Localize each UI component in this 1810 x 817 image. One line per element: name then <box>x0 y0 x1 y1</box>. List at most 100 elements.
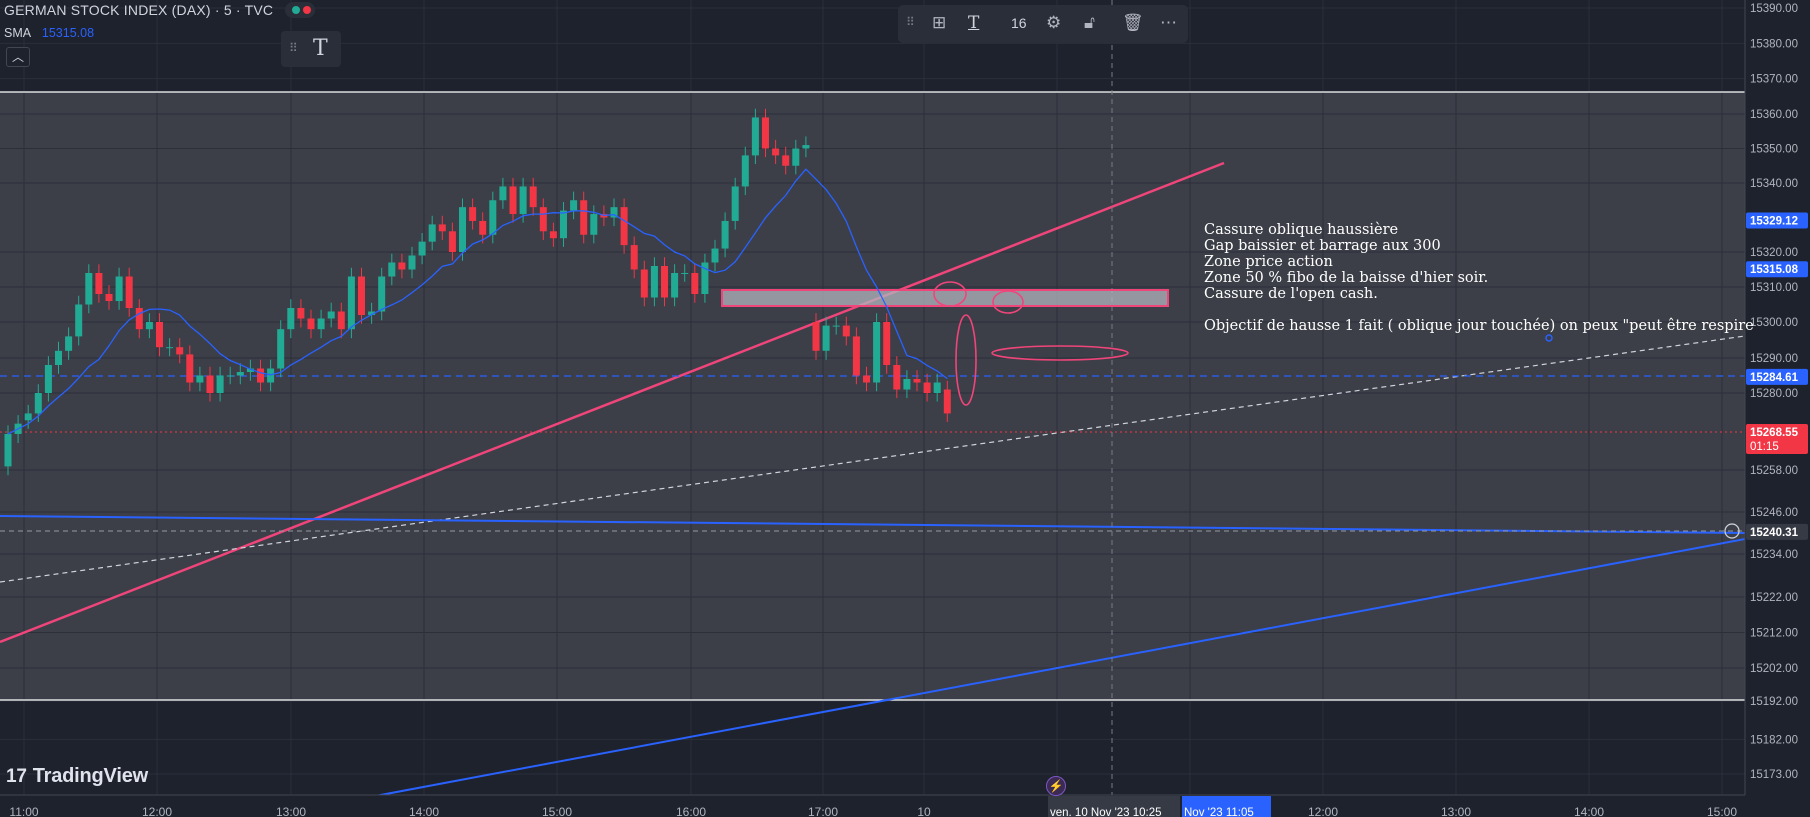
time-axis[interactable]: 11:00 12:00 13:00 14:00 15:00 16:00 17:00 10 12:… <box>0 794 1745 817</box>
time-tick-label: 12:00 <box>1308 805 1338 817</box>
price-tick-label: 15290.00 <box>1750 353 1798 365</box>
candle-body <box>246 368 254 372</box>
candle-body <box>731 186 739 221</box>
candle-body <box>630 245 638 270</box>
time-tick-label: 15:00 <box>1707 805 1737 817</box>
price-tick-label: 15182.00 <box>1750 734 1798 746</box>
time-tick-label: 10 <box>917 805 931 817</box>
candle-body <box>620 207 628 246</box>
time-tick-label: 13:00 <box>1441 805 1471 817</box>
candle-body <box>549 231 557 239</box>
range-time-bg <box>1182 796 1271 817</box>
price-tick-label: 15360.00 <box>1750 109 1798 121</box>
candle-body <box>822 325 830 351</box>
candle-body <box>438 224 446 232</box>
price-tick-label: 15370.00 <box>1750 74 1798 86</box>
candle-body <box>4 433 12 467</box>
price-tick-label: 15212.00 <box>1750 628 1798 640</box>
add-alert-icon[interactable] <box>1724 523 1740 539</box>
trash-icon[interactable]: 🗑︎ <box>1122 13 1144 32</box>
candle-body <box>721 220 729 249</box>
candle-body <box>701 262 709 294</box>
symbol-title[interactable]: GERMAN STOCK INDEX (DAX) · 5 · TVC <box>4 2 274 18</box>
candle-body <box>277 329 285 369</box>
resistance-zone <box>721 289 1169 307</box>
candle-body <box>216 375 224 393</box>
annotation-line: Gap baissier et barrage aux 300 <box>1204 238 1441 254</box>
price-tick-label: 15192.00 <box>1750 696 1798 708</box>
price-tick-label: 15258.00 <box>1750 465 1798 477</box>
candle-body <box>418 241 426 256</box>
anchor-point-icon[interactable] <box>1545 334 1553 342</box>
time-tick-label: 11:00 <box>9 805 38 817</box>
candle-body <box>347 276 355 330</box>
annotation-line: Zone 50 % fibo de la baisse d'hier soir. <box>1204 270 1489 286</box>
candle-body <box>751 117 759 156</box>
market-status-icon[interactable] <box>285 2 316 19</box>
candle-body <box>358 276 365 315</box>
text-tool-floating[interactable]: ⠿ T <box>281 31 341 67</box>
candle-body <box>691 273 699 294</box>
text-color-icon[interactable]: T <box>968 13 980 33</box>
drag-handle-icon[interactable]: ⠿ <box>906 15 915 29</box>
candle-body <box>469 207 477 221</box>
drag-handle-icon[interactable]: ⠿ <box>289 41 298 55</box>
candle-body <box>459 207 466 252</box>
text-annotation[interactable]: Cassure oblique haussière Gap baissier et… <box>1204 222 1754 334</box>
candle-body <box>105 294 113 301</box>
price-tick-label: 15173.00 <box>1750 769 1798 781</box>
time-tick-label: 15:00 <box>542 805 572 817</box>
price-axis-bg <box>1745 0 1810 817</box>
candle-body <box>509 186 517 215</box>
sma-legend[interactable]: SMA 15315.08 <box>4 26 94 40</box>
template-icon[interactable]: ⊞ <box>932 13 947 32</box>
candle-body <box>135 308 143 330</box>
candle-body <box>580 200 588 235</box>
candle-body <box>772 148 780 156</box>
candle-body <box>267 368 275 383</box>
price-badge-label: 15315.08 <box>1750 264 1799 276</box>
candle-body <box>368 311 376 315</box>
settings-icon[interactable]: ⚙ <box>1046 13 1062 32</box>
time-tick-label: 14:00 <box>1574 805 1604 817</box>
candle-body <box>378 276 386 312</box>
candle-body <box>448 231 456 252</box>
price-tick-label: 15390.00 <box>1750 3 1798 15</box>
collapse-legend-button[interactable]: ︿ <box>6 47 30 67</box>
more-icon[interactable]: ⋯ <box>1160 13 1177 32</box>
drawing-toolbar: ⠿ ⊞ T 16 ⚙ 🔓︎ 🗑︎ ⋯ <box>898 5 1188 43</box>
price-badge-label: 15329.12 <box>1750 216 1798 228</box>
price-badge-bg <box>1746 212 1808 229</box>
flash-icon[interactable]: ⚡ <box>1046 776 1066 796</box>
price-tick-label: 15246.00 <box>1750 507 1798 519</box>
price-tick-label: 15310.00 <box>1750 282 1798 294</box>
candle-body <box>479 220 487 235</box>
unlock-icon[interactable]: 🔓︎ <box>1084 13 1096 32</box>
candle-body <box>923 382 931 393</box>
text-tool-icon[interactable]: T <box>313 36 328 61</box>
candle-body <box>327 311 335 319</box>
candle-body <box>388 262 396 277</box>
price-badge-bg <box>1746 261 1808 278</box>
candle-body <box>943 389 951 414</box>
candle-body <box>307 318 315 330</box>
time-tick-label: 12:00 <box>142 805 172 817</box>
sma-line <box>7 168 948 435</box>
price-axis[interactable]: 15390.00 15380.00 15370.00 15360.00 15350.00… <box>1744 0 1810 817</box>
chart-header: GERMAN STOCK INDEX (DAX) · 5 · TVC <box>4 2 316 19</box>
candle-body <box>398 262 406 270</box>
brand-name: TradingView <box>32 765 148 787</box>
price-badge-bg <box>1746 368 1808 385</box>
price-badge-label: 15240.31 <box>1750 527 1799 539</box>
dashed-trendline <box>0 335 1746 583</box>
candle-body <box>44 365 52 393</box>
overlays <box>7 168 1740 539</box>
candles <box>4 108 951 476</box>
candle-body <box>519 186 527 215</box>
tradingview-logo[interactable]: 17 TradingView <box>6 765 148 788</box>
font-size-value[interactable]: 16 <box>1011 15 1027 31</box>
candle-body <box>176 347 184 355</box>
candle-body <box>236 372 244 376</box>
candle-body <box>55 350 62 365</box>
